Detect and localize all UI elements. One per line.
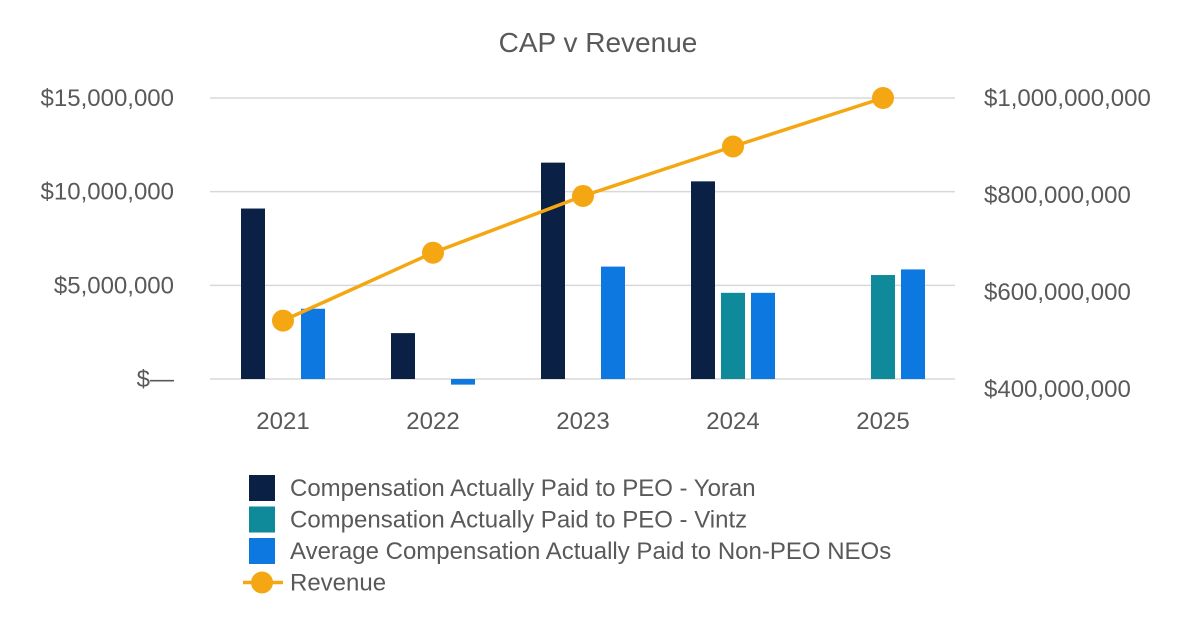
x-tick-label: 2023: [556, 408, 609, 435]
legend-swatch: [249, 506, 275, 533]
bar: [721, 292, 745, 379]
bar: [901, 269, 925, 379]
legend-label: Average Compensation Actually Paid to No…: [290, 538, 891, 565]
bar: [541, 162, 565, 379]
legend: Compensation Actually Paid to PEO - Yora…: [243, 475, 891, 597]
y-right-tick-label: $400,000,000: [984, 376, 1131, 403]
y-left-tick-label: $5,000,000: [54, 272, 174, 299]
chart-title: CAP v Revenue: [499, 27, 698, 58]
bars: [241, 162, 925, 385]
bar: [601, 266, 625, 379]
legend-label: Compensation Actually Paid to PEO - Yora…: [290, 475, 756, 502]
legend-swatch: [249, 538, 275, 564]
revenue-point: [572, 184, 594, 207]
revenue-point: [872, 87, 894, 109]
x-tick-label: 2025: [856, 408, 909, 435]
legend-swatch: [249, 475, 275, 501]
revenue-point: [422, 241, 444, 264]
axes: $— $5,000,000 $10,000,000 $15,000,000 $400,0…: [41, 85, 1151, 435]
x-tick-label: 2024: [706, 408, 759, 435]
y-right-tick-label: $600,000,000: [984, 279, 1131, 306]
bar: [241, 208, 265, 379]
bar: [391, 333, 415, 379]
y-left-tick-label: $10,000,000: [41, 179, 174, 206]
bar: [691, 181, 715, 379]
revenue-line-path: [282, 96, 884, 323]
legend-marker: [251, 571, 273, 594]
y-right-tick-label: $800,000,000: [984, 182, 1131, 209]
bar: [301, 308, 325, 379]
x-tick-label: 2022: [406, 408, 459, 435]
revenue-line: [272, 87, 894, 332]
legend-label: Compensation Actually Paid to PEO - Vint…: [290, 507, 747, 534]
revenue-point: [722, 135, 744, 158]
bar: [871, 275, 895, 379]
x-tick-label: 2021: [256, 408, 309, 435]
bar: [451, 379, 475, 385]
revenue-point: [272, 309, 294, 332]
bar: [751, 292, 775, 379]
y-right-tick-label: $1,000,000,000: [984, 85, 1151, 112]
y-left-tick-label: $—: [137, 366, 174, 393]
y-left-tick-label: $15,000,000: [41, 85, 174, 112]
legend-label: Revenue: [290, 570, 386, 597]
